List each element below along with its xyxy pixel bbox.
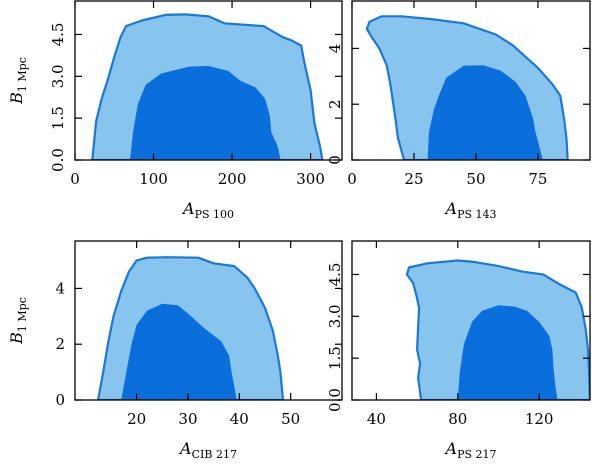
y-tick-label: 4.5 [326,263,344,287]
y-tick-label: 4 [55,279,65,297]
y-tick-label: 2 [55,335,65,353]
x-tick-label: 200 [218,170,247,188]
x-tick-label: 30 [178,410,197,428]
y-tick-label: 0 [55,391,65,409]
y-tick-label: 3.0 [49,64,67,88]
plot-frame [74,240,343,401]
contour-68-region [121,303,237,400]
plot-frame [74,0,343,161]
y-tick-label: 0.0 [49,148,67,172]
x-axis-label: APS 100 [181,199,234,221]
panel-2: 0 25 50 75 0 2 4 APS 143 [326,0,591,221]
y-tick-label: 1.5 [326,346,344,370]
y-tick-label: 0 [326,155,344,165]
plot-frame [351,240,591,401]
y-axis-label: B1 Mpc [7,57,29,105]
x-tick-label: 100 [139,170,168,188]
x-tick-label: 20 [127,410,146,428]
x-tick-label: 120 [525,410,554,428]
x-tick-label: 75 [528,170,547,188]
y-tick-label: 1.5 [49,106,67,130]
x-tick-label: 25 [404,170,423,188]
panel-1: 0 100 200 300 0.0 1.5 3.0 4.5 APS 100 B1 Mpc [7,0,343,221]
y-axis-label: B1 Mpc [7,297,29,345]
x-tick-label: 50 [281,410,300,428]
x-axis-label: ACIB 217 [178,439,237,461]
x-axis-label: APS 217 [444,439,497,461]
contour-68-region [457,305,558,400]
y-tick-label: 4.5 [49,23,67,47]
plot-frame [351,0,591,161]
x-tick-label: 40 [230,410,249,428]
y-tick-label: 4 [326,44,344,54]
x-tick-label: 80 [448,410,467,428]
x-tick-label: 0 [347,170,357,188]
panel-3: 20 30 40 50 0 2 4 ACIB 217 B1 Mpc [7,240,343,461]
panel-4: 40 80 120 0.0 1.5 3.0 4.5 APS 217 [326,240,591,461]
y-tick-label: 2 [326,99,344,109]
x-tick-label: 0 [70,170,80,188]
x-axis-label: APS 143 [444,199,497,221]
y-tick-label: 3.0 [326,304,344,328]
x-tick-label: 40 [367,410,386,428]
x-tick-label: 50 [466,170,485,188]
contour-68-region [129,66,281,160]
y-tick-label: 0.0 [326,388,344,412]
contour-68-region [427,65,543,160]
x-tick-label: 300 [296,170,325,188]
